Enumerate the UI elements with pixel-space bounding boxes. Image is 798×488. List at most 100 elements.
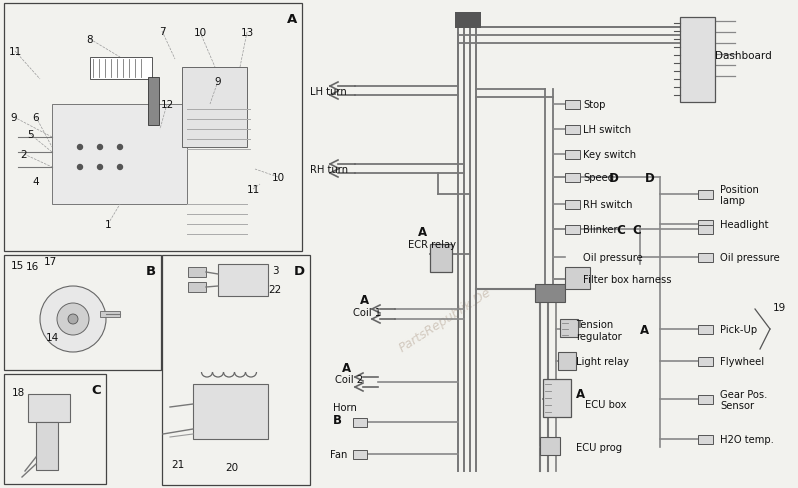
Text: 14: 14: [45, 332, 58, 342]
Text: C: C: [613, 223, 626, 236]
Text: 1: 1: [105, 220, 111, 229]
Text: A: A: [418, 225, 427, 238]
Bar: [52, 105, 187, 204]
Bar: [100, 311, 120, 317]
Bar: [455, 13, 481, 29]
Circle shape: [77, 165, 82, 170]
Text: RH switch: RH switch: [583, 200, 633, 209]
Text: 17: 17: [43, 257, 57, 266]
Text: 20: 20: [226, 462, 239, 472]
Bar: [698, 357, 713, 366]
Text: A: A: [360, 293, 369, 306]
Bar: [218, 264, 268, 296]
Text: 13: 13: [240, 28, 254, 38]
Text: 2: 2: [21, 150, 27, 160]
Text: ECU box: ECU box: [585, 399, 626, 409]
Bar: [698, 253, 713, 262]
Circle shape: [68, 314, 78, 325]
Bar: [565, 267, 590, 289]
Bar: [698, 190, 713, 199]
Circle shape: [117, 145, 123, 150]
Text: 5: 5: [26, 130, 34, 140]
Bar: [188, 283, 206, 292]
Text: 11: 11: [8, 47, 22, 57]
Text: 7: 7: [159, 27, 165, 37]
Text: 21: 21: [172, 459, 184, 469]
Text: Coil 2: Coil 2: [335, 374, 363, 384]
Bar: [565, 275, 580, 284]
Bar: [90, 58, 152, 80]
Bar: [565, 125, 580, 134]
Bar: [698, 225, 713, 234]
Text: H2O temp.: H2O temp.: [720, 434, 774, 444]
Bar: [188, 267, 206, 278]
Text: 22: 22: [268, 285, 282, 294]
Bar: [565, 173, 580, 182]
Text: Oil pressure: Oil pressure: [583, 252, 642, 263]
Bar: [698, 220, 713, 229]
Circle shape: [97, 145, 102, 150]
Text: Pick-Up: Pick-Up: [720, 325, 757, 334]
Text: lamp: lamp: [720, 196, 745, 205]
Text: A: A: [640, 323, 649, 336]
Bar: [353, 418, 367, 427]
Bar: [540, 437, 560, 455]
Text: 10: 10: [193, 28, 207, 38]
Text: 3: 3: [271, 265, 279, 275]
Bar: [558, 352, 576, 370]
Text: 18: 18: [11, 387, 25, 397]
Bar: [182, 68, 247, 148]
Text: Sensor: Sensor: [720, 400, 754, 410]
Bar: [28, 394, 70, 422]
Text: Gear Pos.: Gear Pos.: [720, 389, 768, 399]
Bar: [535, 285, 565, 303]
Text: Tension: Tension: [576, 319, 613, 329]
Bar: [698, 435, 713, 444]
Text: B: B: [333, 413, 342, 426]
Text: 4: 4: [33, 177, 39, 186]
Text: Dashboard: Dashboard: [715, 51, 772, 61]
Circle shape: [97, 165, 102, 170]
Bar: [560, 319, 578, 337]
Text: A: A: [342, 361, 351, 374]
Text: 10: 10: [271, 173, 285, 183]
Circle shape: [57, 304, 89, 335]
Text: D: D: [605, 171, 619, 184]
Text: C: C: [92, 383, 101, 396]
Bar: [430, 244, 452, 272]
Text: LH turn: LH turn: [310, 87, 347, 97]
Text: Filter box harness: Filter box harness: [583, 274, 671, 285]
Text: Horn: Horn: [333, 402, 357, 412]
Bar: [4, 374, 106, 484]
Bar: [565, 101, 580, 109]
Text: D: D: [645, 171, 654, 184]
Text: 11: 11: [247, 184, 259, 195]
Text: RH turn: RH turn: [310, 164, 348, 175]
Circle shape: [117, 165, 123, 170]
Bar: [148, 78, 159, 126]
Text: 16: 16: [26, 262, 38, 271]
Text: LH switch: LH switch: [583, 125, 631, 135]
Text: A: A: [286, 13, 297, 26]
Text: Coil 1: Coil 1: [353, 307, 381, 317]
Text: Oil pressure: Oil pressure: [720, 252, 780, 263]
Bar: [193, 384, 268, 439]
Text: 15: 15: [10, 261, 24, 270]
Text: 9: 9: [10, 113, 18, 123]
Bar: [565, 150, 580, 159]
Bar: [353, 449, 367, 459]
Bar: [680, 18, 715, 103]
Circle shape: [77, 145, 82, 150]
Bar: [565, 200, 580, 209]
Text: ECR relay: ECR relay: [408, 240, 456, 249]
Bar: [4, 4, 302, 251]
Bar: [36, 422, 58, 470]
Text: ECU prog: ECU prog: [576, 442, 622, 452]
Bar: [162, 256, 310, 485]
Bar: [698, 395, 713, 404]
Text: Blinker: Blinker: [583, 224, 618, 235]
Text: 8: 8: [87, 35, 93, 45]
Text: Flywheel: Flywheel: [720, 356, 764, 366]
Text: PartsRepublik.De: PartsRepublik.De: [397, 285, 493, 354]
Text: A: A: [576, 387, 585, 401]
